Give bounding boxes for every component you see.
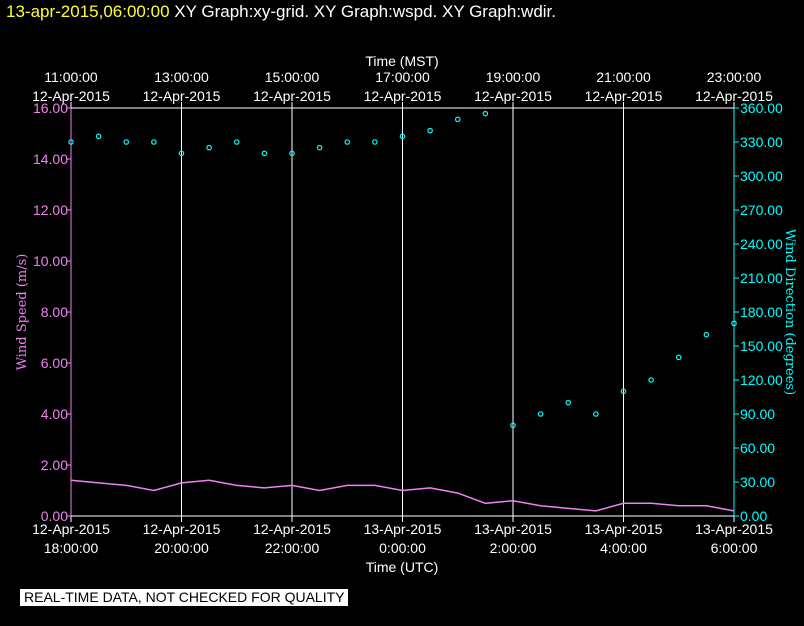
- right-tick-label: 330.00: [740, 134, 783, 150]
- wind-direction-point: [593, 411, 599, 417]
- wind-direction-point: [565, 399, 572, 406]
- grid-layer: [181, 108, 624, 516]
- wind-direction-point: [344, 139, 351, 145]
- left-tick-label: 14.00: [33, 151, 68, 167]
- right-tick-label: 90.00: [740, 406, 775, 422]
- right-tick-label: 60.00: [740, 440, 775, 456]
- wind-direction-point: [454, 116, 461, 123]
- right-tick-label: 180.00: [740, 304, 783, 320]
- right-tick-label: 270.00: [740, 202, 783, 218]
- bottom-tick-date: 12-Apr-2015: [253, 521, 331, 537]
- wind-direction-point: [703, 331, 710, 338]
- right-tick-label: 30.00: [740, 474, 775, 490]
- top-tick-date: 12-Apr-2015: [32, 88, 110, 104]
- left-tick-label: 6.00: [41, 355, 68, 371]
- bottom-tick-time: 0:00:00: [379, 540, 426, 556]
- wind-direction-point: [510, 422, 516, 429]
- right-tick-label: 210.00: [740, 270, 783, 286]
- wind-direction-point: [648, 377, 654, 383]
- axes: Time (MST) Time (UTC) Wind Speed (m/s) W…: [15, 53, 797, 575]
- wind-direction-point: [206, 144, 212, 151]
- wind-direction-point: [123, 139, 130, 145]
- graph-list: XY Graph:xy-grid. XY Graph:wspd. XY Grap…: [174, 2, 557, 21]
- bottom-tick-time: 18:00:00: [44, 540, 99, 556]
- top-tick-date: 12-Apr-2015: [585, 88, 663, 104]
- bottom-tick-date: 12-Apr-2015: [32, 521, 110, 537]
- wind-direction-point: [482, 110, 489, 117]
- top-tick-time: 13:00:00: [154, 69, 209, 85]
- top-axis-label: Time (MST): [365, 53, 438, 69]
- bottom-tick-date: 13-Apr-2015: [585, 521, 663, 537]
- bottom-tick-time: 2:00:00: [490, 540, 537, 556]
- right-axis-label: Wind Direction (degrees): [782, 229, 797, 395]
- bottom-tick-date: 12-Apr-2015: [143, 521, 221, 537]
- wind-direction-point: [399, 133, 406, 140]
- left-tick-label: 0.00: [41, 508, 68, 524]
- wind-direction-point: [372, 139, 378, 145]
- wind-direction-point: [620, 388, 627, 395]
- timestamp: 13-apr-2015,06:00:00: [6, 2, 170, 21]
- bottom-axis-label: Time (UTC): [366, 559, 439, 575]
- top-tick-date: 12-Apr-2015: [364, 88, 442, 104]
- wind-speed-series: [70, 479, 735, 512]
- top-tick-time: 21:00:00: [596, 69, 651, 85]
- top-tick-date: 12-Apr-2015: [253, 88, 331, 104]
- right-tick-label: 120.00: [740, 372, 783, 388]
- top-tick-date: 12-Apr-2015: [474, 88, 552, 104]
- right-tick-label: 150.00: [740, 338, 783, 354]
- bottom-tick-time: 20:00:00: [154, 540, 209, 556]
- top-tick-time: 17:00:00: [375, 69, 430, 85]
- left-tick-label: 8.00: [41, 304, 68, 320]
- top-tick-date: 12-Apr-2015: [143, 88, 221, 104]
- wind-direction-point: [316, 144, 323, 151]
- left-tick-label: 12.00: [33, 202, 68, 218]
- wind-direction-point: [675, 354, 682, 361]
- wind-direction-point: [151, 139, 157, 145]
- wind-direction-point: [178, 150, 185, 157]
- bottom-tick-date: 13-Apr-2015: [474, 521, 552, 537]
- bottom-tick-date: 13-Apr-2015: [695, 521, 773, 537]
- left-axis-label: Wind Speed (m/s): [15, 254, 30, 371]
- wind-direction-point: [261, 150, 268, 157]
- bottom-tick-date: 13-Apr-2015: [364, 521, 442, 537]
- right-tick-label: 300.00: [740, 168, 783, 184]
- top-tick-time: 23:00:00: [707, 69, 762, 85]
- bottom-tick-time: 4:00:00: [600, 540, 647, 556]
- top-tick-date: 12-Apr-2015: [695, 88, 773, 104]
- left-tick-label: 10.00: [33, 253, 68, 269]
- right-tick-label: 240.00: [740, 236, 783, 252]
- top-tick-time: 19:00:00: [486, 69, 541, 85]
- wind-direction-point: [233, 139, 240, 145]
- bottom-tick-time: 22:00:00: [265, 540, 320, 556]
- wind-direction-point: [95, 133, 102, 140]
- quality-warning-banner: REAL-TIME DATA, NOT CHECKED FOR QUALITY: [20, 589, 349, 606]
- left-tick-label: 2.00: [41, 457, 68, 473]
- wind-speed-line: [70, 479, 735, 512]
- wind-direction-point: [537, 411, 544, 417]
- right-tick-label: 0.00: [740, 508, 767, 524]
- wind-direction-point: [289, 150, 295, 157]
- bottom-tick-time: 6:00:00: [711, 540, 758, 556]
- left-tick-label: 16.00: [33, 100, 68, 116]
- graph-header: 13-apr-2015,06:00:00 XY Graph:xy-grid. X…: [6, 2, 556, 22]
- wind-direction-point: [427, 127, 433, 134]
- top-tick-time: 15:00:00: [265, 69, 320, 85]
- top-tick-time: 11:00:00: [44, 69, 98, 85]
- left-tick-label: 4.00: [41, 406, 68, 422]
- right-tick-label: 360.00: [740, 100, 783, 116]
- wind-direction-series: [68, 110, 737, 429]
